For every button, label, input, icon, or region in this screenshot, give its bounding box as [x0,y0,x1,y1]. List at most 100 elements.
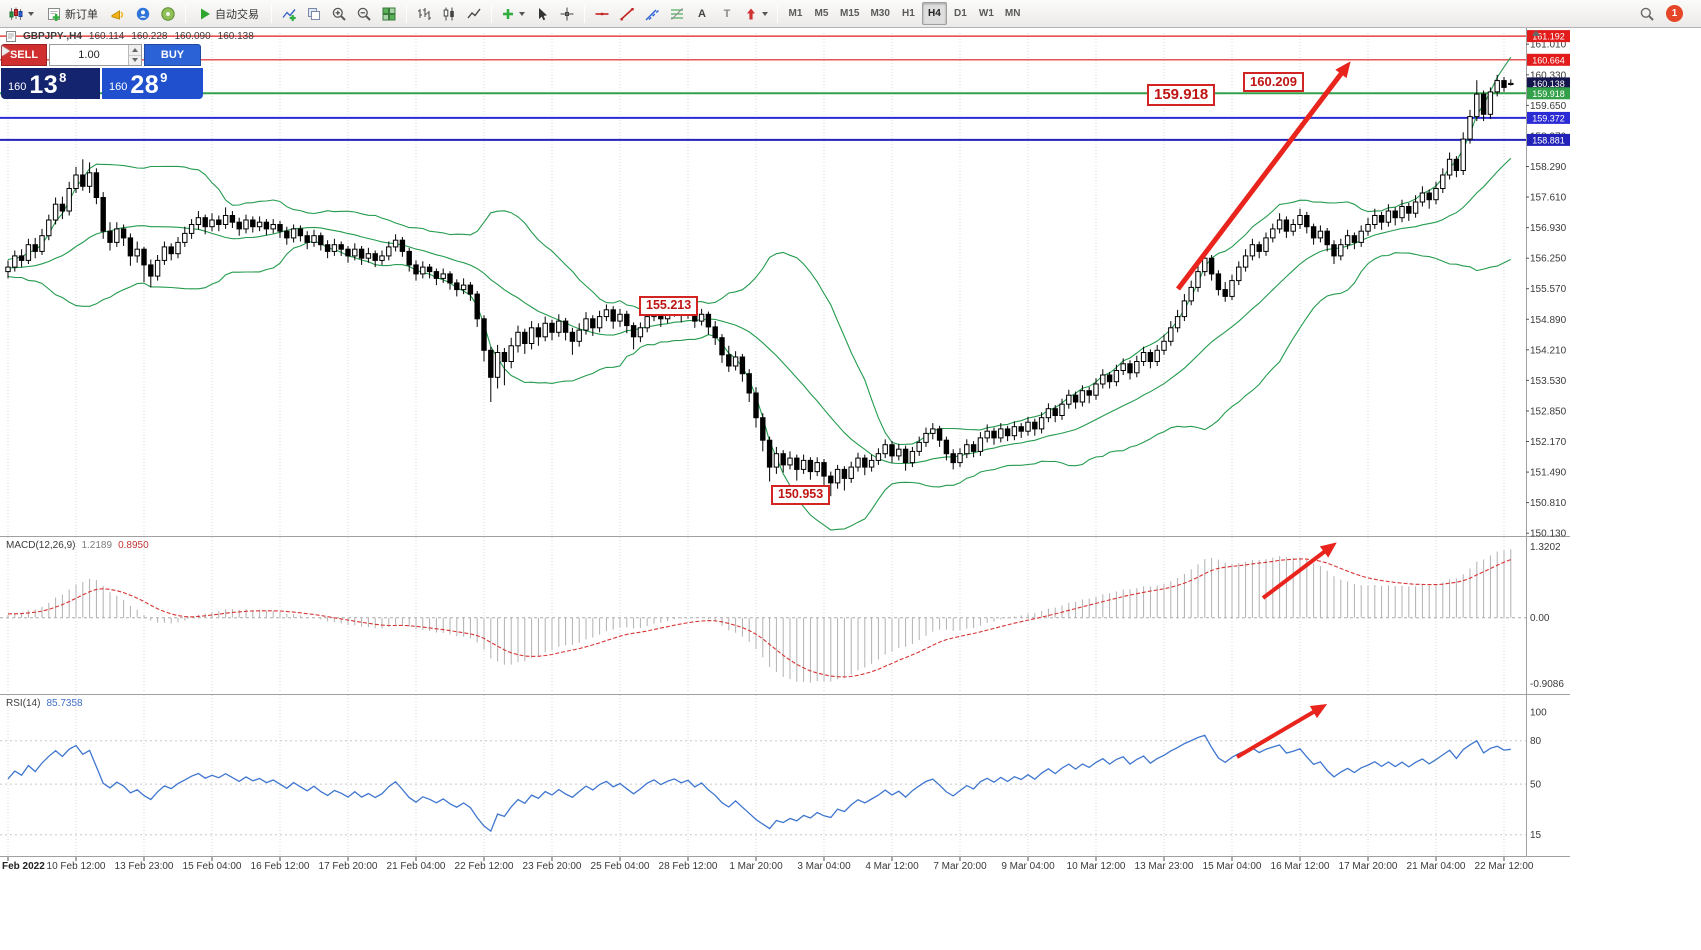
timeframe-m15-button[interactable]: M15 [835,2,864,25]
macd-value: 1.2189 [81,540,113,551]
volume-input[interactable] [50,45,128,65]
new-chart-button[interactable] [4,2,38,25]
buy-button[interactable]: BUY [144,44,201,66]
search-button[interactable] [1635,2,1659,25]
fibonacci-icon [671,7,683,20]
price-annotation[interactable]: 160.209 [1243,72,1304,92]
horizontal-line-button[interactable] [590,2,614,25]
line-mode-button[interactable] [462,2,486,25]
toolbar-separator [491,4,492,23]
bars-mode-button[interactable] [412,2,436,25]
panel-collapse-icon[interactable] [2,46,10,56]
fibonacci-button[interactable] [665,2,689,25]
svg-text:158.290: 158.290 [1530,162,1567,173]
svg-text:1.3202: 1.3202 [1530,542,1561,553]
arrows-tool-button[interactable] [740,2,772,25]
text-tool-button[interactable]: A [690,2,714,25]
notification-badge[interactable]: 1 [1666,5,1683,22]
community-button[interactable] [131,2,155,25]
trend-arrow-object[interactable] [1261,542,1337,600]
new-object-button[interactable] [497,2,529,25]
zoom-in-icon [332,7,346,21]
volume-up-button[interactable] [129,45,141,56]
price-tag [1527,30,1570,43]
cursor-button[interactable] [530,2,554,25]
quote-row: 160 13 8 160 28 9 [1,68,203,99]
svg-text:1 Mar 20:00: 1 Mar 20:00 [729,861,783,872]
macd-signal-line [7,558,1511,678]
channel-button[interactable] [640,2,664,25]
timeframe-h4-button[interactable]: H4 [921,2,947,25]
chevron-down-icon [519,11,525,16]
trend-arrow-object[interactable] [1235,703,1328,759]
arrow-object-icon [747,8,755,19]
services-disc-icon [161,6,175,21]
autotrading-label: 自动交易 [215,8,259,21]
svg-text:4 Mar 12:00: 4 Mar 12:00 [865,861,919,872]
time-axis-labels: Feb 2022 10 Feb 12:00 13 Feb 23:00 15 Feb 0… [2,857,1534,872]
svg-text:16 Feb 12:00: 16 Feb 12:00 [251,861,310,872]
svg-text:25 Feb 04:00: 25 Feb 04:00 [591,861,650,872]
price-annotation[interactable]: 159.918 [1147,84,1216,106]
timeframe-mn-button[interactable]: MN [1000,2,1026,25]
timeframe-h1-button[interactable]: H1 [896,2,921,25]
volume-down-button[interactable] [129,55,141,65]
zoom-in-button[interactable] [327,2,351,25]
label-tool-button[interactable]: T [715,2,739,25]
pane-separators [0,28,1570,857]
tile-windows-button[interactable] [377,2,401,25]
objects-list-icon [308,7,320,20]
sell-button[interactable]: SELL [1,44,47,66]
candles-chart-icon [443,7,454,20]
label-tool-icon: T [723,7,731,20]
indicators-button[interactable] [277,2,301,25]
services-button[interactable] [156,2,180,25]
svg-text:150.130: 150.130 [1530,529,1567,540]
svg-text:100: 100 [1530,707,1547,718]
bid-price[interactable]: 160 13 8 [1,68,100,99]
price-annotation[interactable]: 150.953 [771,485,831,505]
bars-chart-icon [418,7,431,20]
svg-text:156.930: 156.930 [1530,223,1567,234]
chart-tab-icon [6,31,16,42]
megaphone-button[interactable] [106,2,130,25]
ask-prefix: 160 [109,81,128,93]
trend-arrow-object[interactable] [1176,61,1351,291]
toolbar-separator [777,4,778,23]
svg-text:50: 50 [1530,780,1542,791]
svg-text:16 Mar 12:00: 16 Mar 12:00 [1271,861,1330,872]
zoom-out-icon [357,7,371,21]
one-click-trading-panel: SELL BUY 160 13 8 160 28 9 [1,44,203,99]
ask-pip-digit: 9 [160,70,168,85]
price-tag [1527,53,1570,66]
timeframe-d1-button[interactable]: D1 [948,2,973,25]
trend-arrows[interactable] [1176,61,1351,759]
timeframe-m1-button[interactable]: M1 [783,2,808,25]
price-tags: 160.138 161.192 160.664 159.918 159.372 158.8… [1527,30,1570,146]
svg-text:160.138: 160.138 [1532,79,1565,89]
bid-big-digits: 13 [29,71,59,99]
volume-stepper[interactable] [49,44,142,66]
autotrading-button[interactable]: 自动交易 [191,2,266,25]
svg-text:80: 80 [1530,736,1542,747]
horizontal-level-lines[interactable] [0,35,1526,141]
price-annotation[interactable]: 155.213 [639,296,699,316]
new-order-button[interactable]: 新订单 [39,2,105,25]
price-tag [1527,87,1570,100]
svg-text:22 Mar 12:00: 22 Mar 12:00 [1475,861,1534,872]
timeframe-m5-button[interactable]: M5 [809,2,834,25]
timeframe-m30-button[interactable]: M30 [865,2,894,25]
crosshair-button[interactable] [555,2,579,25]
svg-text:161.010: 161.010 [1530,40,1567,51]
rsi-value: 85.7358 [46,698,83,709]
zoom-out-button[interactable] [352,2,376,25]
chart-shift-marker[interactable] [1532,30,1540,36]
candles-mode-button[interactable] [437,2,461,25]
timeframe-w1-button[interactable]: W1 [974,2,999,25]
rsi-name: RSI(14) [6,698,41,709]
objects-list-button[interactable] [302,2,326,25]
trendline-button[interactable] [615,2,639,25]
ask-price[interactable]: 160 28 9 [102,68,203,99]
crosshair-icon [560,7,574,20]
